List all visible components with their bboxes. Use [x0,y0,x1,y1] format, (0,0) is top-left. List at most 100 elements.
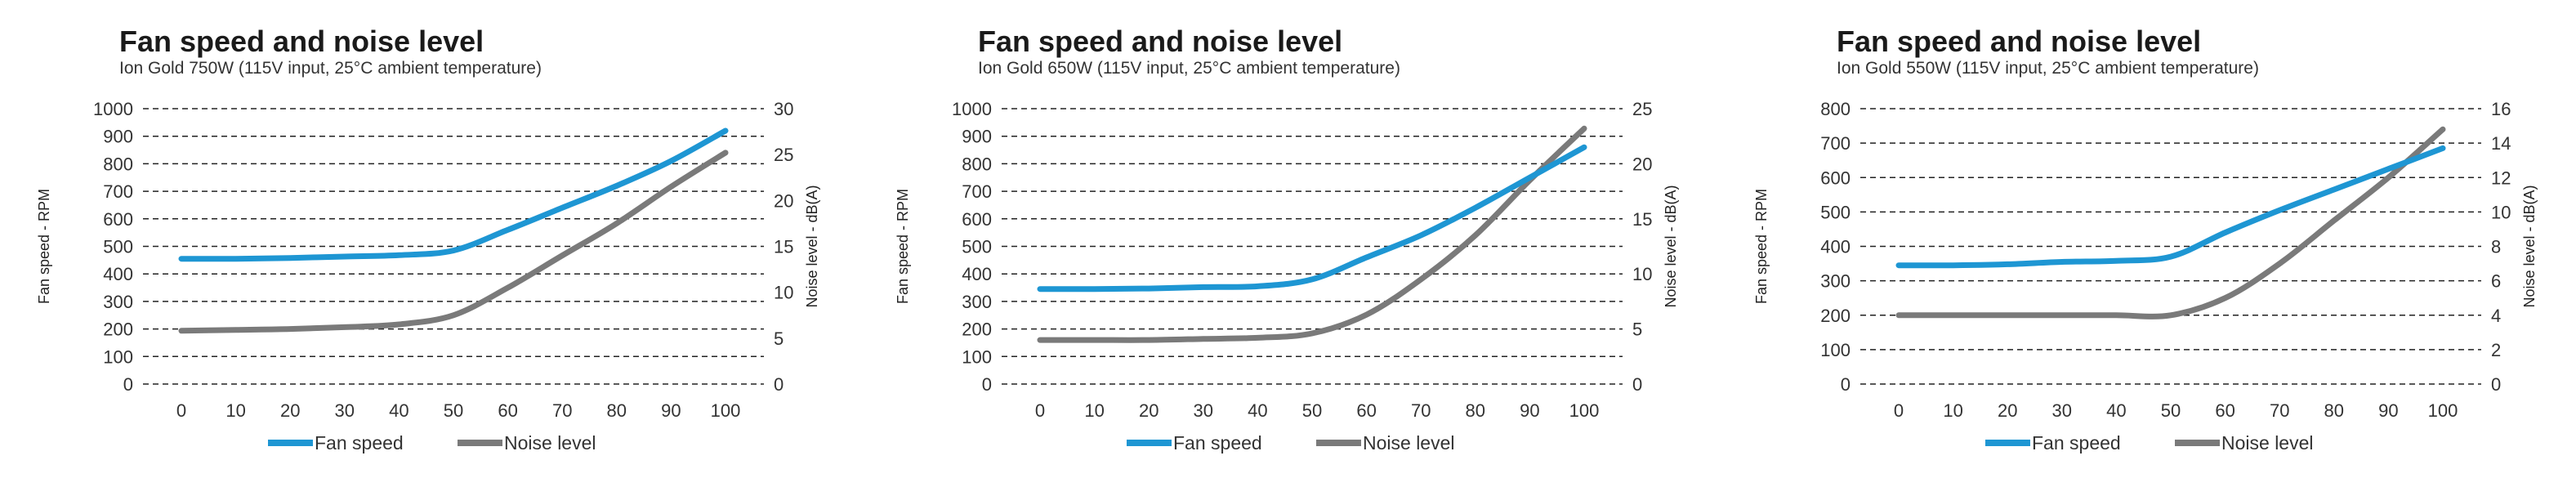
x-tick-label: 100 [2428,400,2458,421]
noise-level-line [1037,125,1587,343]
y-tick-label: 1000 [952,99,992,119]
x-tick-label: 10 [1084,400,1104,421]
chart-plot-750w: 0100200300400500600700800900100005101520… [36,99,820,453]
chart-panel-650w: Fan speed and noise level Ion Gold 650W … [859,0,1717,487]
x-tick-label: 90 [2378,400,2398,421]
y2-tick-label: 5 [1632,319,1642,340]
x-tick-label: 40 [1248,400,1267,421]
chart-title: Fan speed and noise level [1837,25,2202,58]
y-tick-label: 600 [962,209,992,230]
y-tick-label: 200 [962,319,992,340]
y2-tick-label: 2 [2491,340,2501,360]
y2-tick-label: 5 [774,328,784,349]
y2-tick-label: 30 [774,99,793,119]
x-tick-label: 60 [2215,400,2234,421]
y-tick-label: 500 [962,237,992,257]
x-tick-label: 10 [225,400,245,421]
y2-axis-label: Noise level - dB(A) [2521,185,2538,307]
y-tick-label: 800 [1820,99,1851,119]
x-tick-label: 100 [711,400,741,421]
y2-tick-label: 6 [2491,271,2501,292]
chart-title: Fan speed and noise level [978,25,1343,58]
x-tick-label: 20 [1139,400,1159,421]
y-tick-label: 400 [103,264,133,284]
y-tick-label: 1000 [93,99,133,119]
x-tick-label: 70 [1411,400,1431,421]
y-tick-label: 0 [982,374,992,395]
chart-subtitle: Ion Gold 550W (115V input, 25°C ambient … [1837,59,2259,78]
noise-level-line [178,150,729,334]
chart-panel-550w: Fan speed and noise level Ion Gold 550W … [1717,0,2576,487]
y-tick-label: 700 [962,181,992,202]
y-tick-label: 0 [1841,374,1851,395]
y2-tick-label: 10 [1632,264,1652,284]
chart-subtitle: Ion Gold 750W (115V input, 25°C ambient … [119,59,542,78]
y2-tick-label: 0 [774,374,784,395]
x-tick-label: 20 [1998,400,2017,421]
x-tick-label: 70 [552,400,572,421]
x-tick-label: 50 [444,400,463,421]
y-tick-label: 800 [962,154,992,174]
x-tick-label: 10 [1943,400,1962,421]
y-tick-label: 900 [103,127,133,147]
x-tick-label: 70 [2270,400,2289,421]
chart-subtitle: Ion Gold 650W (115V input, 25°C ambient … [978,59,1400,78]
x-tick-label: 30 [2052,400,2072,421]
x-tick-label: 60 [1356,400,1376,421]
fan-speed-line [1895,145,2446,269]
x-tick-label: 60 [498,400,517,421]
x-tick-label: 100 [1569,400,1600,421]
y2-tick-label: 4 [2491,306,2501,326]
y2-tick-label: 15 [1632,209,1652,230]
y2-tick-label: 25 [1632,99,1652,119]
y-tick-label: 800 [103,154,133,174]
fan-speed-line [1037,144,1587,293]
x-tick-label: 50 [1302,400,1322,421]
y2-tick-label: 25 [774,145,793,165]
legend-label-noise-level: Noise level [504,432,596,453]
y-axis-label: Fan speed - RPM [1753,189,1770,304]
y-axis-label: Fan speed - RPM [36,189,52,304]
y-tick-label: 700 [103,181,133,202]
x-tick-label: 90 [661,400,681,421]
y2-tick-label: 16 [2491,99,2511,119]
y2-tick-label: 20 [1632,154,1652,174]
y-tick-label: 700 [1820,133,1851,154]
x-tick-label: 50 [2161,400,2181,421]
x-tick-label: 90 [1520,400,1539,421]
x-tick-label: 40 [2106,400,2126,421]
legend-label-fan-speed: Fan speed [2032,432,2121,453]
x-tick-label: 30 [1194,400,1213,421]
y2-tick-label: 20 [774,190,793,211]
y2-tick-label: 0 [1632,374,1642,395]
fan-speed-line [178,127,729,262]
chart-plot-650w: 0100200300400500600700800900100005101520… [895,99,1679,453]
chart-panel-750w: Fan speed and noise level Ion Gold 750W … [0,0,859,487]
y2-tick-label: 8 [2491,237,2501,257]
x-tick-label: 40 [389,400,408,421]
y2-tick-label: 15 [774,237,793,257]
y-tick-label: 100 [1820,340,1851,360]
y2-axis-label: Noise level - dB(A) [1663,185,1679,307]
y-tick-label: 400 [1820,237,1851,257]
y-tick-label: 100 [103,346,133,367]
x-tick-label: 80 [2324,400,2344,421]
y2-tick-label: 10 [774,283,793,303]
y-axis-label: Fan speed - RPM [895,189,911,304]
chart-title: Fan speed and noise level [119,25,484,58]
y-tick-label: 300 [103,292,133,312]
y2-tick-label: 10 [2491,202,2511,222]
legend-label-noise-level: Noise level [1363,432,1455,453]
x-tick-label: 0 [1035,400,1045,421]
y2-tick-label: 12 [2491,168,2511,188]
y-tick-label: 400 [962,264,992,284]
y-tick-label: 500 [1820,202,1851,222]
legend-label-fan-speed: Fan speed [1173,432,1262,453]
legend-label-fan-speed: Fan speed [315,432,404,453]
x-tick-label: 80 [1466,400,1485,421]
x-tick-label: 80 [607,400,627,421]
y-tick-label: 900 [962,127,992,147]
x-tick-label: 20 [280,400,300,421]
noise-level-line [1895,126,2446,319]
y-tick-label: 200 [103,319,133,340]
